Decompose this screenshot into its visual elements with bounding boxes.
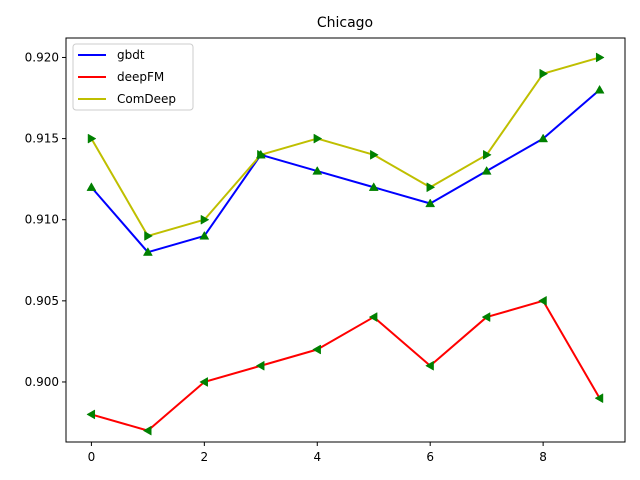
y-tick-label: 0.920 [25, 50, 59, 64]
data-point-gbdt-7 [481, 166, 492, 175]
data-point-ComDeep-3 [257, 149, 266, 160]
legend-label-ComDeep: ComDeep [117, 92, 176, 106]
axis-layer: 0 2 4 6 8 0.900 0.905 0.910 0.915 0.920 [25, 50, 547, 464]
data-point-deepFM-3 [255, 360, 265, 371]
data-point-gbdt-6 [425, 198, 436, 208]
data-point-gbdt-0 [86, 182, 97, 191]
legend-label-deepFM: deepFM [117, 70, 164, 84]
chart-title: Chicago [317, 15, 373, 31]
data-point-ComDeep-5 [370, 149, 379, 160]
series-deepFM [86, 295, 604, 436]
data-point-deepFM-0 [86, 409, 96, 420]
data-point-ComDeep-9 [595, 52, 605, 63]
x-tick-label: 8 [539, 450, 547, 464]
series-line-gbdt [89, 88, 602, 254]
legend: gbdt deepFM ComDeep [72, 43, 194, 111]
y-tick-label: 0.900 [25, 375, 59, 389]
data-point-deepFM-4 [312, 344, 321, 355]
series-line-deepFM [90, 299, 601, 432]
data-point-deepFM-6 [425, 360, 434, 371]
data-point-gbdt-1 [142, 247, 153, 256]
legend-label-gbdt: gbdt [117, 48, 145, 62]
y-tick-label: 0.915 [25, 132, 59, 146]
x-tick-label: 0 [88, 450, 96, 464]
data-point-gbdt-4 [312, 166, 323, 175]
data-point-ComDeep-7 [483, 149, 492, 160]
data-point-deepFM-8 [538, 295, 547, 306]
data-point-ComDeep-0 [87, 133, 97, 144]
data-point-deepFM-7 [481, 312, 491, 322]
series-ComDeep [87, 52, 605, 241]
data-point-deepFM-1 [142, 425, 152, 436]
series-line-ComDeep [90, 56, 601, 237]
data-point-ComDeep-4 [313, 133, 323, 144]
x-tick-label: 6 [426, 450, 434, 464]
data-point-ComDeep-2 [200, 214, 210, 225]
series-gbdt [86, 84, 605, 256]
x-tick-label: 4 [313, 450, 321, 464]
data-point-deepFM-5 [368, 312, 378, 322]
data-point-gbdt-5 [368, 182, 379, 191]
data-point-deepFM-2 [199, 377, 208, 387]
data-point-gbdt-8 [538, 133, 549, 143]
legend-box [72, 43, 194, 111]
data-point-deepFM-9 [594, 393, 604, 404]
data-point-ComDeep-1 [144, 231, 153, 241]
data-point-gbdt-2 [199, 230, 210, 240]
x-tick-label: 2 [201, 450, 209, 464]
data-point-ComDeep-6 [426, 182, 436, 193]
data-point-gbdt-9 [594, 84, 605, 94]
y-tick-label: 0.910 [25, 213, 59, 227]
plot-area-frame [65, 37, 626, 443]
series-layer [86, 52, 605, 436]
y-tick-label: 0.905 [25, 294, 59, 308]
data-point-ComDeep-8 [539, 68, 549, 79]
